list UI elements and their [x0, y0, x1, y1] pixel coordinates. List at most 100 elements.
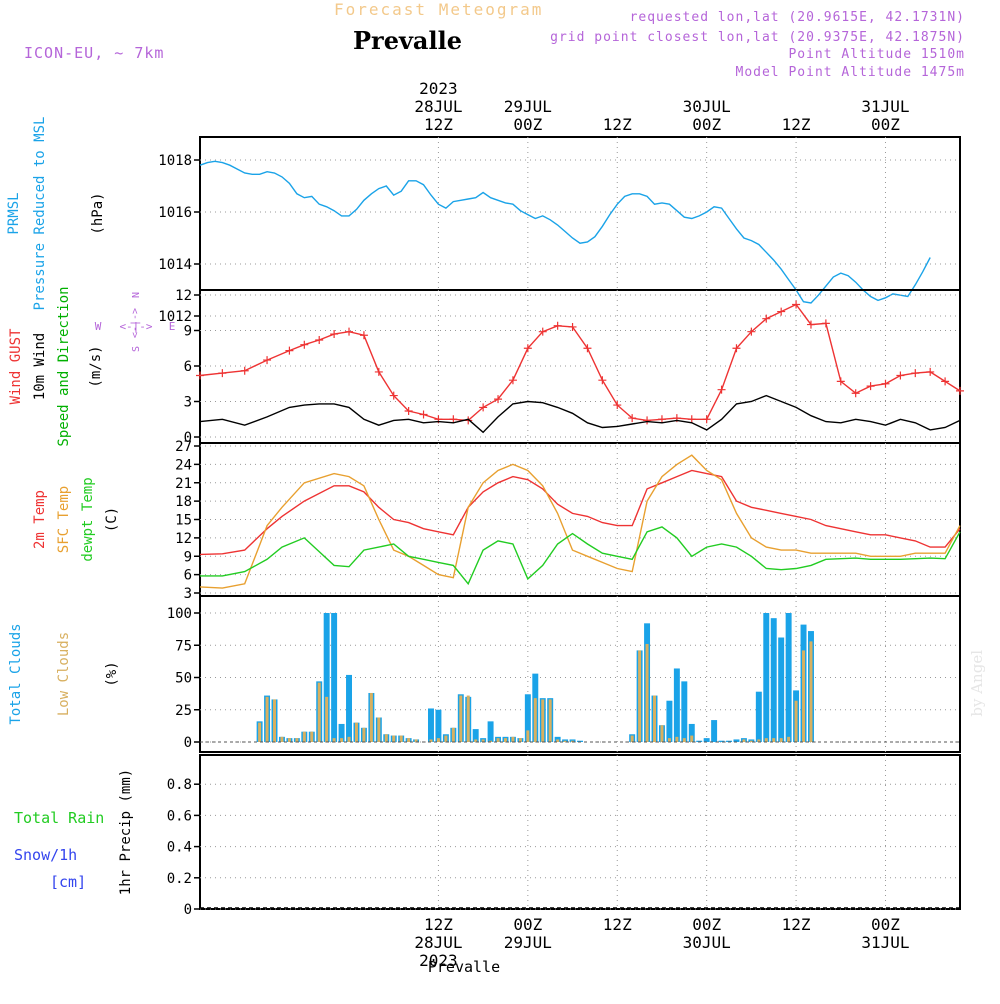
gust-marker	[598, 376, 607, 385]
gust-marker	[263, 356, 272, 365]
wind-axis-label: Speed and Direction	[56, 286, 72, 446]
y-tick-label: 12	[175, 531, 192, 547]
wind-axis-label: 10m Wind	[32, 333, 48, 400]
y-tick-label: 3	[184, 395, 192, 411]
gust-marker	[777, 307, 786, 316]
clouds-axis-label: (%)	[104, 661, 120, 686]
gust-marker	[941, 377, 950, 386]
low-clouds-bar	[533, 698, 537, 742]
low-clouds-bar	[444, 735, 448, 742]
gust-marker	[583, 344, 592, 353]
low-clouds-bar	[660, 725, 664, 742]
total-clouds-bar	[755, 691, 762, 742]
pressure-axis-label: (hPa)	[90, 192, 106, 234]
low-clouds-bar	[407, 738, 411, 742]
total-clouds-bar	[681, 681, 688, 742]
gust-marker	[240, 366, 249, 375]
low-clouds-bar	[794, 700, 798, 742]
y-tick-label: 27	[175, 439, 192, 455]
low-clouds-bar	[653, 695, 656, 742]
top-time-label: 31JUL	[861, 97, 909, 116]
clouds-panel: 0 25 50 75 100 Total Clouds Low Clouds (%)	[8, 595, 961, 753]
total-clouds-bar	[748, 739, 755, 742]
gust-marker	[553, 321, 562, 330]
total-clouds-bar	[718, 740, 725, 742]
total-clouds-bar	[733, 739, 740, 742]
temperature-axis-label: (C)	[104, 507, 120, 532]
bottom-time-label: 28JUL	[414, 933, 462, 952]
gust-marker	[732, 344, 741, 353]
low-clouds-bar	[809, 641, 813, 742]
top-time-label: 12Z	[603, 115, 632, 134]
gust-marker	[702, 415, 711, 424]
low-clouds-bar	[459, 695, 463, 742]
total-clouds-bar	[331, 613, 338, 742]
total-clouds-bar	[472, 729, 479, 742]
total-clouds-bar	[487, 721, 494, 742]
total-clouds-bar	[703, 738, 710, 742]
y-tick-label: 0	[184, 902, 192, 918]
total-clouds-bar	[323, 613, 330, 742]
total-clouds-bar	[428, 708, 434, 742]
gust-marker	[836, 377, 845, 386]
clouds-axis-label: Low Clouds	[56, 632, 72, 716]
precip-axis-label: 1hr Precip (mm)	[118, 769, 134, 895]
low-clouds-bar	[764, 738, 768, 742]
top-time-label: 00Z	[692, 115, 721, 134]
low-clouds-bar	[518, 738, 522, 742]
low-clouds-bar	[265, 696, 269, 742]
gust-marker	[896, 371, 905, 380]
compass-vertical-arrow: <-|->	[130, 308, 141, 338]
low-clouds-bar	[541, 699, 545, 742]
low-clouds-bar	[556, 739, 560, 742]
pressure-axis-label: Pressure Reduced to MSL	[32, 117, 48, 311]
low-clouds-bar	[548, 699, 552, 742]
low-clouds-bar	[481, 739, 485, 742]
gust-marker	[762, 314, 771, 323]
low-clouds-bar	[354, 722, 358, 742]
bottom-time-label: 29JUL	[504, 933, 552, 952]
gust-marker	[374, 367, 383, 376]
low-clouds-bar	[258, 722, 262, 742]
gust-marker	[568, 322, 577, 331]
compass-north: N	[131, 292, 142, 298]
bottom-time-label: 2023	[419, 951, 458, 970]
low-clouds-bar	[489, 740, 493, 742]
gust-marker	[628, 414, 637, 423]
total-clouds-bar	[346, 674, 352, 742]
point-altitude: Point Altitude 1510m	[788, 47, 965, 62]
total-clouds-bar	[562, 739, 569, 742]
compass-west: W	[95, 320, 102, 333]
bottom-time-label: 12Z	[603, 915, 632, 934]
low-clouds-bar	[362, 727, 366, 742]
model-label: ICON-EU, ~ 7km	[24, 44, 165, 62]
y-tick-label: 9	[184, 324, 192, 340]
y-tick-label: 0.8	[167, 777, 192, 793]
gust-marker	[285, 346, 294, 355]
temperature-series-SFC Temp	[199, 454, 961, 589]
compass-south: S	[131, 346, 142, 352]
low-clouds-bar	[347, 736, 351, 742]
y-tick-label: 18	[175, 494, 192, 510]
gust-marker	[315, 335, 324, 344]
low-clouds-bar	[399, 735, 403, 742]
wind-series-wind10m	[199, 394, 961, 434]
low-clouds-bar	[690, 735, 694, 742]
low-clouds-bar	[638, 650, 642, 742]
precip-legend-entry: Snow/1h	[14, 846, 77, 864]
location-title: Prevalle	[353, 26, 462, 55]
total-clouds-bar	[711, 720, 718, 742]
y-tick-label: 100	[167, 606, 192, 622]
bottom-time-label: 00Z	[871, 915, 900, 934]
low-clouds-bar	[377, 717, 381, 742]
gust-marker	[613, 401, 622, 410]
total-clouds-bar	[785, 613, 792, 742]
low-clouds-bar	[273, 699, 276, 742]
wind-panel: 0 3 6 9 12 Wind GUST 10m Wind Speed and Directi…	[8, 286, 964, 447]
low-clouds-bar	[302, 731, 306, 742]
gust-marker	[345, 327, 354, 336]
y-tick-label: 1018	[158, 153, 192, 169]
total-clouds-bar	[778, 637, 785, 742]
y-tick-label: 0.4	[167, 840, 192, 856]
gust-marker	[218, 369, 227, 378]
